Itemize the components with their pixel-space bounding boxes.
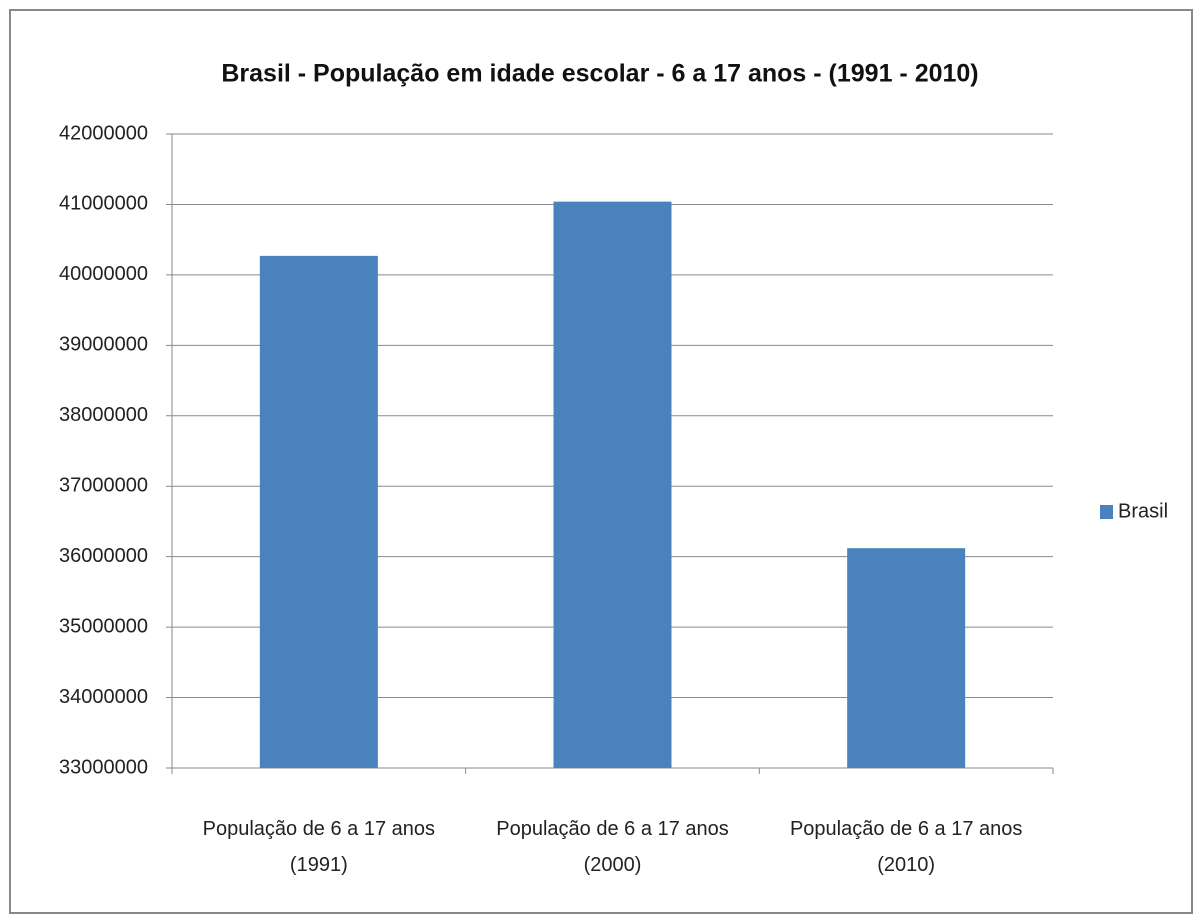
bar xyxy=(847,548,966,768)
x-tick-label: População de 6 a 17 anos (1991) xyxy=(203,818,435,876)
y-tick-label: 41000000 xyxy=(59,193,148,215)
bar xyxy=(553,201,672,769)
y-tick-label: 39000000 xyxy=(59,334,148,356)
y-tick-label: 37000000 xyxy=(59,475,148,497)
y-tick-label: 33000000 xyxy=(59,756,148,778)
legend-swatch xyxy=(1100,505,1113,519)
chart-title: Brasil - População em idade escolar - 6 … xyxy=(221,60,978,88)
y-tick-label: 34000000 xyxy=(59,686,148,708)
y-tick-label: 35000000 xyxy=(59,615,148,637)
x-tick-label: População de 6 a 17 anos (2000) xyxy=(496,818,728,876)
legend-label: Brasil xyxy=(1118,500,1168,522)
y-tick-label: 40000000 xyxy=(59,263,148,285)
bar xyxy=(259,255,378,768)
y-tick-label: 36000000 xyxy=(59,545,148,567)
x-tick-label: População de 6 a 17 anos (2010) xyxy=(790,818,1022,876)
y-tick-label: 42000000 xyxy=(59,122,148,144)
y-tick-label: 38000000 xyxy=(59,404,148,426)
